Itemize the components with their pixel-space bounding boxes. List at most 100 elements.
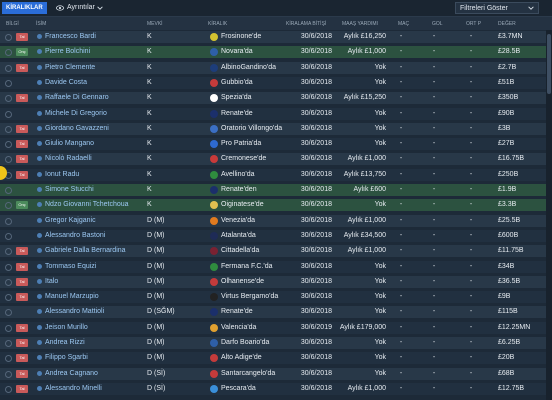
player-info-icon[interactable]: [37, 171, 42, 177]
player-info-icon[interactable]: [37, 64, 42, 70]
tab-loans[interactable]: KİRALIKLAR: [2, 2, 47, 14]
table-row[interactable]: Alessandro Bastoni D (M) Atalanta'da 30/6/2…: [0, 229, 552, 242]
row-select-checkbox[interactable]: [5, 263, 12, 271]
loan-club-link[interactable]: Oiginatese'de: [221, 201, 264, 209]
table-row[interactable]: Tal Andrea Cagnano D (Sİ) Santarcangelo'da 3…: [0, 367, 552, 380]
player-name-link[interactable]: Tommaso Equizi: [45, 262, 97, 270]
table-row[interactable]: Gregor Kajganic D (M) Venezia'da 30/6/2018 A…: [0, 214, 552, 227]
row-select-checkbox[interactable]: [5, 309, 12, 317]
side-marker[interactable]: [0, 166, 7, 180]
column-header-goals[interactable]: GOL: [432, 21, 443, 27]
table-row[interactable]: Onç Ndzo Giovanni Tchetchoua K Oiginatese'd…: [0, 199, 552, 212]
loan-club-link[interactable]: Valencia'da: [221, 323, 257, 331]
loan-club-link[interactable]: Cremonese'de: [221, 155, 267, 163]
row-select-checkbox[interactable]: [5, 187, 12, 194]
player-info-icon[interactable]: [37, 95, 42, 101]
player-name-link[interactable]: Ionut Radu: [45, 170, 80, 178]
loan-club-link[interactable]: Renate'de: [221, 308, 253, 316]
player-name-link[interactable]: Italo: [45, 277, 59, 285]
player-info-icon[interactable]: [37, 34, 42, 39]
chevron-down-icon[interactable]: [528, 5, 534, 11]
player-name-link[interactable]: Andrea Rizzi: [45, 339, 85, 346]
player-name-link[interactable]: Giulio Mangano: [45, 140, 95, 148]
column-header-position[interactable]: MEVKİ: [147, 21, 163, 27]
details-dropdown[interactable]: Ayrıntılar: [67, 4, 95, 11]
row-select-checkbox[interactable]: [5, 64, 12, 72]
loan-club-link[interactable]: AlbinoGandino'da: [221, 63, 277, 71]
player-info-icon[interactable]: [37, 340, 42, 345]
row-select-checkbox[interactable]: [5, 278, 12, 286]
table-row[interactable]: Tal Gabriele Dalla Bernardina D (M) Cittade…: [0, 245, 552, 258]
loan-club-link[interactable]: Fermana F.C.'da: [221, 262, 273, 270]
player-name-link[interactable]: Alessandro Mattioli: [45, 308, 105, 316]
loan-club-link[interactable]: Virtus Bergamo'da: [221, 293, 279, 301]
loan-club-link[interactable]: Pro Patria'da: [221, 140, 262, 148]
table-row[interactable]: Tal Tommaso Equizi D (M) Fermana F.C.'da 30/…: [0, 260, 552, 273]
player-info-icon[interactable]: [37, 187, 42, 192]
column-header-apps[interactable]: MAÇ: [398, 21, 410, 27]
loan-club-link[interactable]: Renate'den: [221, 186, 257, 193]
loan-club-link[interactable]: Olhanense'de: [221, 277, 264, 285]
player-info-icon[interactable]: [37, 141, 42, 147]
table-row[interactable]: Tal Francesco Bardi K Frosinone'de 30/6/2018…: [0, 31, 552, 43]
table-row[interactable]: Alessandro Mattioli D (SĞM) Renate'de 30/6/…: [0, 306, 552, 319]
loan-club-link[interactable]: Cittadella'da: [221, 247, 260, 255]
row-select-checkbox[interactable]: [5, 324, 12, 332]
player-name-link[interactable]: Gregor Kajganic: [45, 216, 96, 224]
table-row[interactable]: Tal Filippo Sgarbi D (M) Alto Adige'de 30/6/…: [0, 352, 552, 365]
player-info-icon[interactable]: [37, 294, 42, 300]
row-select-checkbox[interactable]: [5, 141, 12, 149]
player-name-link[interactable]: Pierre Bolchini: [45, 48, 91, 56]
player-info-icon[interactable]: [37, 370, 42, 376]
table-row[interactable]: Tal Giulio Mangano K Pro Patria'da 30/6/2018…: [0, 138, 552, 151]
scrollbar-thumb[interactable]: [547, 34, 551, 94]
row-select-checkbox[interactable]: [5, 79, 12, 87]
loan-club-link[interactable]: Gubbio'da: [221, 78, 253, 86]
player-name-link[interactable]: Giordano Gavazzeni: [45, 124, 109, 132]
row-select-checkbox[interactable]: [5, 370, 12, 378]
row-select-checkbox[interactable]: [5, 232, 12, 240]
table-row[interactable]: Tal Jeison Murillo D (M) Valencia'da 30/6/20…: [0, 321, 552, 334]
table-row[interactable]: Tal Pietro Clemente K AlbinoGandino'da 30/6/…: [0, 61, 552, 74]
row-select-checkbox[interactable]: [5, 34, 12, 41]
player-name-link[interactable]: Alessandro Minelli: [45, 384, 102, 392]
player-info-icon[interactable]: [37, 232, 42, 238]
player-name-link[interactable]: Andrea Cagnano: [45, 369, 98, 377]
table-row[interactable]: Tal Andrea Rizzi D (M) Darfo Boario'da 30/6/…: [0, 337, 552, 349]
loan-club-link[interactable]: Spezia'da: [221, 94, 252, 102]
player-name-link[interactable]: Ndzo Giovanni Tchetchoua: [45, 201, 129, 209]
column-header-loan-end[interactable]: KİRALAMA BİTİŞİ: [286, 21, 327, 27]
row-select-checkbox[interactable]: [5, 95, 12, 103]
loan-club-link[interactable]: Darfo Boario'da: [221, 339, 270, 346]
player-name-link[interactable]: Jeison Murillo: [45, 323, 88, 331]
row-select-checkbox[interactable]: [5, 110, 12, 118]
player-name-link[interactable]: Michele Di Gregorio: [45, 109, 107, 117]
player-name-link[interactable]: Davide Costa: [45, 78, 88, 86]
player-name-link[interactable]: Francesco Bardi: [45, 33, 96, 40]
player-info-icon[interactable]: [37, 248, 42, 254]
table-row[interactable]: Tal Italo D (M) Olhanense'de 30/6/2018 Yok - - -…: [0, 275, 552, 288]
loan-club-link[interactable]: Atalanta'da: [221, 231, 256, 239]
player-name-link[interactable]: Gabriele Dalla Bernardina: [45, 247, 126, 255]
row-select-checkbox[interactable]: [5, 294, 12, 302]
table-row[interactable]: Simone Stucchi K Renate'den 30/6/2018 Aylık …: [0, 184, 552, 196]
loan-club-link[interactable]: Frosinone'de: [221, 33, 262, 40]
loan-club-link[interactable]: Renate'de: [221, 109, 253, 117]
player-info-icon[interactable]: [37, 263, 42, 269]
row-select-checkbox[interactable]: [5, 355, 12, 363]
chevron-down-icon[interactable]: [97, 5, 103, 11]
player-name-link[interactable]: Simone Stucchi: [45, 186, 94, 193]
table-row[interactable]: Tal Ionut Radu K Avellino'da 30/6/2018 Aylık …: [0, 168, 552, 181]
table-row[interactable]: Onç Pierre Bolchini K Novara'da 30/6/2018 Ayl…: [0, 46, 552, 59]
table-row[interactable]: Michele Di Gregorio K Renate'de 30/6/2018 Yo…: [0, 107, 552, 120]
player-info-icon[interactable]: [37, 217, 42, 223]
player-info-icon[interactable]: [37, 309, 42, 315]
column-header-info[interactable]: BİLGİ: [6, 21, 19, 27]
row-select-checkbox[interactable]: [5, 202, 12, 210]
loan-club-link[interactable]: Oratorio Villongo'da: [221, 124, 283, 132]
player-info-icon[interactable]: [37, 79, 42, 85]
loan-club-link[interactable]: Alto Adige'de: [221, 354, 262, 362]
column-header-wage-contribution[interactable]: MAAŞ YARDIMI: [342, 21, 378, 27]
table-row[interactable]: Davide Costa K Gubbio'da 30/6/2018 Yok - - - £51…: [0, 76, 552, 89]
loan-club-link[interactable]: Pescara'da: [221, 384, 256, 392]
